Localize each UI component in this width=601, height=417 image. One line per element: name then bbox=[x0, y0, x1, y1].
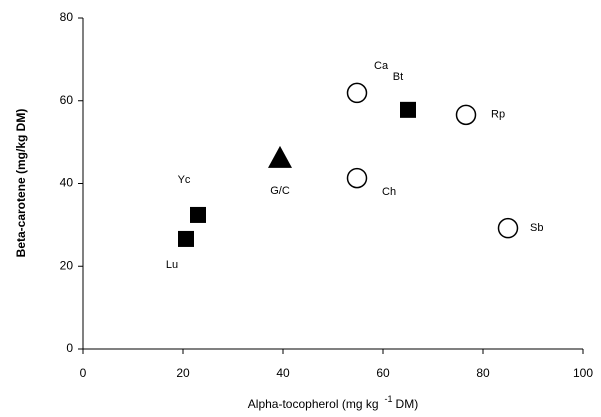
marker-square bbox=[400, 101, 416, 118]
marker-square bbox=[178, 230, 194, 247]
marker-circle bbox=[455, 104, 477, 126]
marker-circle bbox=[346, 82, 368, 104]
y-tick-label: 20 bbox=[60, 258, 74, 272]
y-tick-label: 80 bbox=[60, 10, 74, 24]
marker-circle bbox=[346, 167, 368, 189]
point-label: Yc bbox=[178, 174, 191, 186]
point-label: G/C bbox=[270, 185, 290, 197]
point-label: Ch bbox=[382, 186, 396, 198]
x-axis-label-tail: DM) bbox=[396, 397, 419, 411]
point-label: Bt bbox=[393, 71, 403, 83]
x-axis-label: Alpha-tocopherol (mg kg -1 DM) bbox=[248, 394, 418, 411]
point-label: Rp bbox=[491, 109, 505, 121]
point-label: Ca bbox=[374, 60, 389, 72]
y-tick-label: 0 bbox=[66, 341, 73, 355]
x-tick-label: 60 bbox=[376, 366, 390, 380]
x-tick-label: 100 bbox=[573, 366, 593, 380]
point-label: Sb bbox=[530, 222, 543, 234]
y-axis-label: Beta-carotene (mg/kg DM) bbox=[14, 109, 28, 258]
marker-triangle bbox=[268, 145, 292, 168]
y-tick-label: 60 bbox=[60, 93, 74, 107]
x-tick-label: 0 bbox=[80, 366, 87, 380]
x-axis-label-sup: -1 bbox=[385, 394, 393, 404]
marker-circle bbox=[497, 217, 519, 239]
y-tick-label: 40 bbox=[60, 176, 74, 190]
point-label: Lu bbox=[166, 259, 178, 271]
x-axis-label-text: Alpha-tocopherol (mg kg bbox=[248, 397, 379, 411]
marker-square bbox=[190, 206, 206, 223]
x-tick-label: 40 bbox=[276, 366, 290, 380]
x-tick-label: 80 bbox=[476, 366, 490, 380]
x-tick-label: 20 bbox=[176, 366, 190, 380]
